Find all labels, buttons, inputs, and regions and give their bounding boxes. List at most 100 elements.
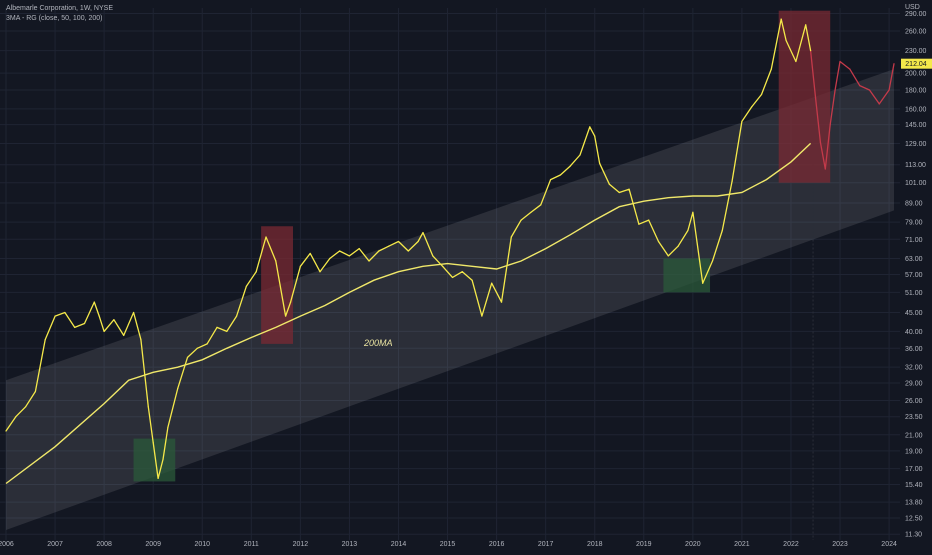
price-point (255, 271, 257, 273)
x-tick-label: 2021 (734, 541, 750, 548)
price-point (140, 338, 142, 341)
price-point (667, 255, 669, 257)
y-tick-label: 71.00 (905, 237, 923, 244)
price-point (309, 252, 311, 255)
regression-channel (6, 69, 894, 531)
price-point (760, 93, 763, 96)
price-point (751, 106, 753, 108)
x-tick-label: 2009 (145, 541, 161, 548)
y-axis-unit: USD (905, 4, 920, 11)
price-point (123, 334, 125, 337)
x-tick-label: 2008 (96, 541, 112, 548)
price-point (721, 229, 723, 232)
x-tick-label: 2010 (194, 541, 210, 548)
y-tick-label: 230.00 (905, 48, 927, 55)
y-tick-label: 260.00 (905, 28, 927, 35)
y-tick-label: 101.00 (905, 180, 927, 187)
price-point (859, 84, 861, 87)
y-tick-label: 23.50 (905, 414, 923, 421)
price-point (177, 387, 179, 390)
price-point (599, 162, 601, 164)
y-tick-label: 15.40 (905, 482, 923, 489)
price-point (339, 250, 341, 252)
y-tick-label: 160.00 (905, 106, 927, 113)
price-point (44, 338, 46, 341)
x-tick-label: 2024 (881, 541, 897, 548)
price-point (839, 60, 841, 63)
price-line (5, 18, 812, 480)
green-box-2019 (663, 258, 711, 293)
price-point (481, 315, 483, 317)
price-point (491, 282, 493, 284)
price-point (83, 322, 86, 325)
price-point (471, 279, 473, 281)
price-point (162, 458, 164, 461)
price-point (289, 301, 292, 303)
price-point (461, 271, 463, 273)
price-point (770, 68, 772, 70)
price-point (186, 356, 189, 359)
y-tick-label: 17.00 (905, 466, 923, 473)
price-point (285, 315, 287, 317)
y-tick-label: 290.00 (905, 11, 927, 18)
price-point (432, 255, 434, 257)
x-tick-label: 2007 (47, 541, 63, 548)
price-point (829, 124, 831, 126)
x-tick-label: 2022 (783, 541, 799, 548)
x-tick-label: 2019 (636, 541, 652, 548)
x-tick-label: 2017 (538, 541, 554, 548)
x-tick-label: 2012 (293, 541, 309, 548)
price-point (731, 180, 733, 182)
price-point (368, 260, 370, 262)
price-point (510, 236, 512, 238)
y-tick-label: 36.00 (905, 346, 923, 353)
price-point (677, 245, 679, 247)
price-point (235, 315, 238, 317)
x-tick-label: 2016 (489, 541, 505, 548)
price-point (785, 39, 787, 42)
green-box-2009 (133, 438, 176, 482)
price-point (407, 250, 409, 252)
y-tick-label: 45.00 (905, 310, 923, 317)
y-tick-label: 40.00 (905, 329, 923, 336)
chart-title: Albemarle Corporation, 1W, NYSE (6, 5, 113, 12)
price-point (819, 141, 822, 143)
price-point (520, 219, 522, 221)
price-point (657, 240, 660, 243)
price-point (417, 240, 419, 243)
price-point (152, 441, 154, 444)
price-point (702, 282, 704, 284)
y-tick-label: 113.00 (905, 162, 926, 169)
price-point (74, 326, 76, 328)
price-point (54, 315, 56, 317)
price-point (638, 223, 640, 225)
price-point (814, 96, 817, 98)
price-point (594, 135, 596, 137)
price-point (64, 311, 66, 314)
last-price-label: 212.04 (905, 61, 927, 68)
price-point (692, 211, 694, 213)
y-tick-label: 19.00 (905, 448, 923, 455)
price-point (397, 240, 400, 243)
price-point (878, 103, 880, 105)
y-tick-label: 79.00 (905, 220, 923, 227)
red-box-2022 (778, 10, 831, 183)
y-tick-label: 32.00 (905, 365, 923, 372)
y-axis-panel[interactable] (900, 0, 932, 550)
y-tick-label: 145.00 (905, 122, 927, 129)
price-point (378, 250, 380, 252)
price-point (93, 301, 95, 303)
price-point (795, 60, 797, 63)
x-tick-label: 2018 (587, 541, 603, 548)
y-tick-label: 129.00 (905, 141, 927, 148)
y-tick-label: 29.00 (905, 380, 923, 387)
price-point (25, 406, 27, 408)
x-tick-label: 2014 (391, 541, 407, 548)
price-point (849, 68, 851, 70)
price-point (549, 178, 552, 181)
price-point (226, 330, 228, 332)
price-point (5, 430, 7, 432)
price-point (824, 168, 826, 170)
